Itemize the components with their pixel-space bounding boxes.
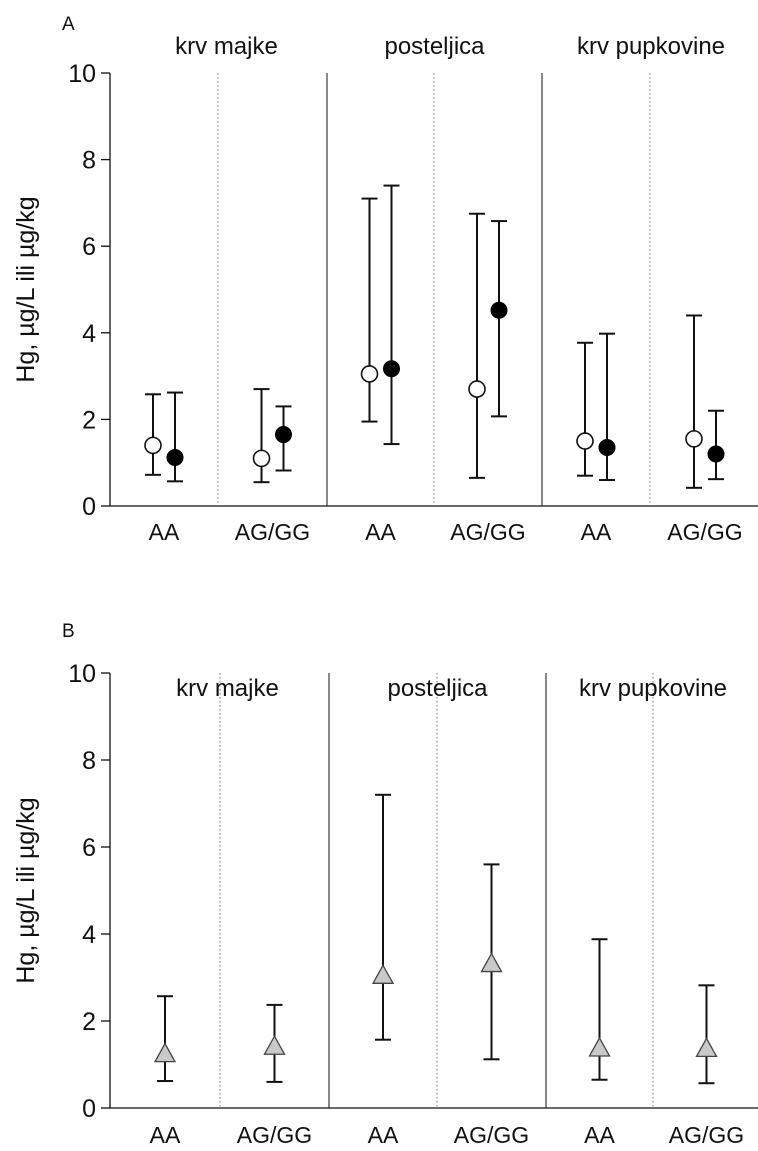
section-title: krv pupkovine [579, 675, 727, 702]
genotype-label: AG/GG [450, 519, 525, 545]
data-point-triangle [153, 1042, 177, 1063]
data-point-filled-circle [383, 360, 400, 378]
data-point-open-circle [576, 432, 594, 450]
data-point-filled-circle [598, 439, 616, 457]
y-tick-label: 8 [82, 147, 96, 175]
genotype-label: AA [368, 1122, 399, 1148]
y-axis-title: Hg, µg/L ili µg/kg [12, 797, 40, 983]
data-point-filled-circle [490, 301, 508, 319]
chart-panel-b: B 0 2 4 6 8 10 Hg, µg/L ili µg/kg krv majke poste… [12, 621, 758, 1148]
y-tick-label: 2 [82, 1008, 96, 1036]
data-point-filled-circle [707, 445, 725, 463]
data-point-open-circle [144, 436, 162, 455]
section-title: krv pupkovine [577, 33, 725, 60]
y-tick-label: 10 [68, 60, 96, 88]
data-point-filled-circle [275, 426, 292, 444]
y-tick-label: 6 [82, 834, 96, 862]
genotype-label: AG/GG [454, 1122, 529, 1148]
data-point-triangle [480, 952, 503, 973]
data-point-filled-circle [166, 449, 184, 467]
y-tick-label: 4 [82, 320, 96, 348]
chart-panel-a: A 0 2 4 6 8 10 Hg, µg/L ili µg/kg krv majke poste… [12, 14, 758, 545]
y-axis-title: Hg, µg/L ili µg/kg [12, 196, 40, 382]
genotype-label: AG/GG [237, 1122, 312, 1148]
panel-label: B [62, 621, 75, 642]
genotype-label: AA [365, 519, 396, 545]
genotype-label: AG/GG [667, 519, 742, 545]
section-title: posteljica [384, 33, 485, 60]
genotype-label: AA [584, 1122, 615, 1148]
y-tick-label: 2 [82, 406, 96, 434]
y-tick-label: 4 [82, 921, 96, 949]
y-tick-label: 8 [82, 747, 96, 775]
genotype-label: AG/GG [669, 1122, 744, 1148]
data-point-triangle [371, 963, 395, 984]
y-tick-label: 0 [82, 493, 96, 521]
data-point-open-circle [360, 365, 379, 383]
section-title: posteljica [387, 675, 488, 702]
y-tick-label: 6 [82, 233, 96, 261]
data-point-open-circle [252, 449, 271, 468]
y-tick-label: 0 [82, 1095, 96, 1123]
data-point-open-circle [468, 380, 486, 398]
data-point-open-circle [685, 430, 703, 448]
genotype-label: AA [149, 519, 180, 545]
data-point-triangle [263, 1034, 286, 1055]
section-title: krv majke [175, 33, 278, 60]
genotype-label: AA [581, 519, 612, 545]
genotype-label: AG/GG [235, 519, 310, 545]
data-point-triangle [588, 1036, 611, 1057]
panel-label: A [62, 14, 75, 35]
genotype-label: AA [150, 1122, 181, 1148]
section-title: krv majke [176, 675, 279, 702]
data-point-triangle [695, 1037, 718, 1058]
y-tick-label: 10 [68, 660, 96, 688]
